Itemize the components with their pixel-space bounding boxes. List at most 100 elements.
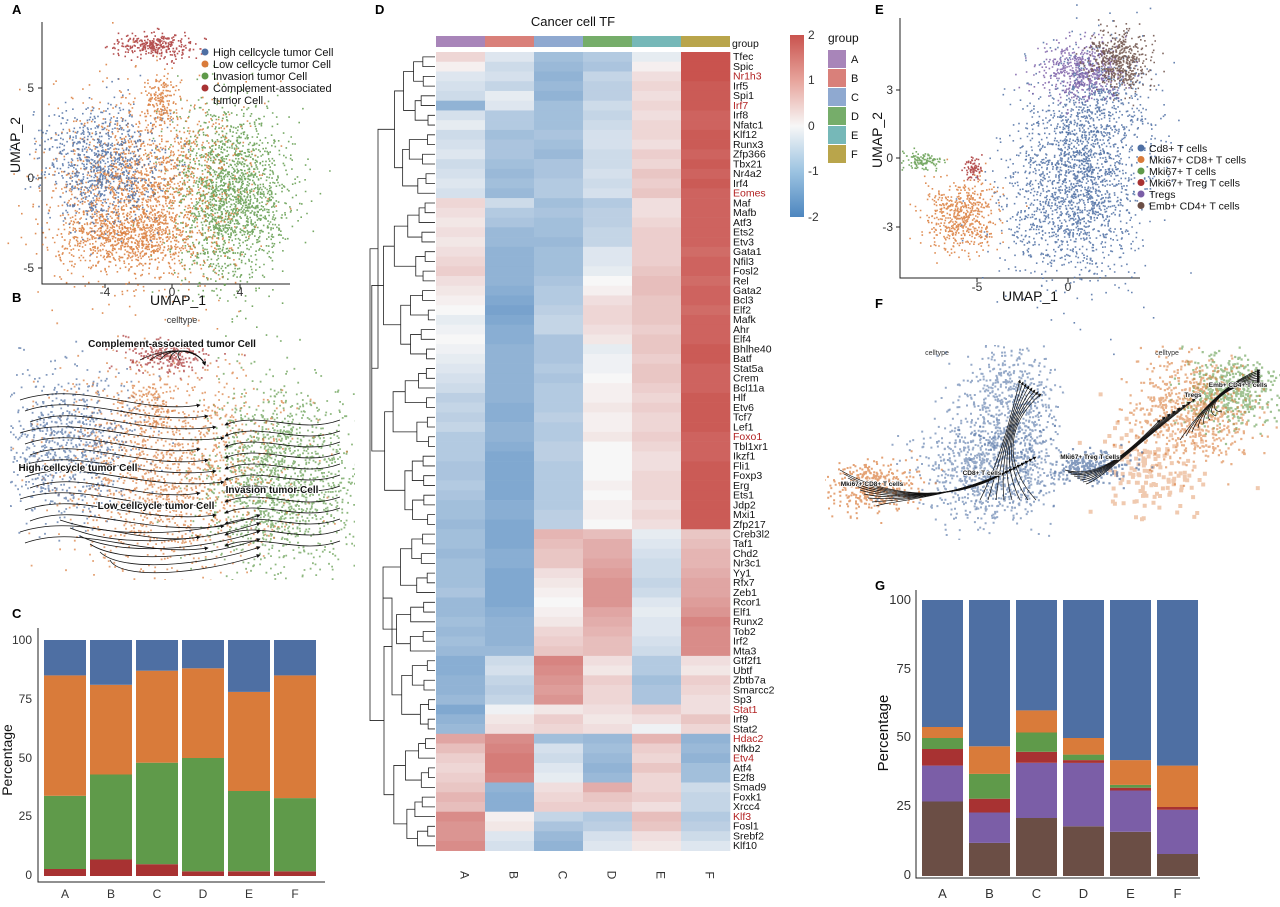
velocity-stream xyxy=(995,383,1027,501)
cell-Tfec-D xyxy=(583,52,633,63)
cell-Srebf2-C xyxy=(534,831,584,842)
f-annotation-emb-cd4: Emb+ CD4+ T cells xyxy=(1209,382,1268,389)
cell-Fosl1-C xyxy=(534,821,584,832)
cell-Jdp2-E xyxy=(632,500,682,511)
d-color-scale: 2 1 0 -1 -2 xyxy=(790,28,819,224)
cell-Mafk-F xyxy=(681,314,731,326)
xtick-A: A xyxy=(61,887,69,901)
f-left-title: celltype xyxy=(925,350,949,357)
cell-Creb3l2-F xyxy=(681,529,731,540)
cell-Tfec-B xyxy=(485,52,535,63)
cell-Chd2-E xyxy=(632,548,682,559)
cell-Spic-C xyxy=(534,61,584,72)
gene-label-Maf: Maf xyxy=(733,197,751,209)
bar-segment-A-2 xyxy=(922,749,963,766)
panel-f-right-points xyxy=(1050,345,1280,522)
cell-Irf9-A xyxy=(436,714,486,725)
d-column-labels: A B C D E F xyxy=(458,871,717,880)
cell-Fosl2-F xyxy=(681,266,731,277)
gene-label-Tcf7: Tcf7 xyxy=(733,412,752,424)
velocity-stream xyxy=(1070,413,1171,476)
panel-b: B celltype Complement-associated tumor C… xyxy=(10,290,355,580)
cell-Yy1-C xyxy=(534,568,584,579)
gene-label-Etv6: Etv6 xyxy=(733,402,754,414)
cell-Nfil3-A xyxy=(436,256,486,267)
bar-segment-F-2 xyxy=(274,675,316,799)
cell-Etv3-D xyxy=(583,237,633,248)
cell-Irf8-C xyxy=(534,110,584,121)
gene-label-Tbx21: Tbx21 xyxy=(733,158,762,170)
cell-Eomes-E xyxy=(632,188,682,199)
bar-segment-E-1 xyxy=(1110,790,1151,832)
col-label-E: E xyxy=(654,871,668,879)
velocity-stream xyxy=(1006,387,1033,501)
legend-dot xyxy=(201,48,209,56)
gene-label-Tfec: Tfec xyxy=(733,51,753,63)
cell-Elf4-F xyxy=(681,334,731,345)
a-legend-1: Low cellcycle tumor Cell xyxy=(213,59,331,71)
emb-cd4-cells xyxy=(1169,345,1280,446)
cell-Smarcc2-E xyxy=(632,685,682,696)
cell-Zfp366-E xyxy=(632,149,682,160)
velocity-stream xyxy=(1010,391,1039,501)
d-scale-2: 2 xyxy=(808,28,815,42)
gene-label-Smarcc2: Smarcc2 xyxy=(733,684,775,696)
col-label-B: B xyxy=(507,871,521,879)
panel-f-right-streams xyxy=(1064,369,1261,485)
gene-label-Eomes: Eomes xyxy=(733,188,766,200)
velocity-stream xyxy=(24,437,201,452)
cell-Erg-B xyxy=(485,480,535,491)
low-cellcycle-cluster xyxy=(140,67,182,127)
cell-Ikzf1-C xyxy=(534,451,584,462)
cell-Eomes-D xyxy=(583,188,633,199)
bar-segment-D-3 xyxy=(182,640,224,669)
cell-Fli1-B xyxy=(485,461,535,472)
cell-Etv6-D xyxy=(583,402,633,413)
cell-Runx2-C xyxy=(534,616,584,627)
cell-Stat2-C xyxy=(534,724,584,735)
cell-Rcor1-F xyxy=(681,597,731,608)
velocity-stream xyxy=(1082,401,1191,483)
cell-Bhlhe40-A xyxy=(436,344,486,355)
panel-a-umap-points xyxy=(7,22,331,337)
cell-Etv4-A xyxy=(436,753,486,764)
cell-Tob2-E xyxy=(632,626,682,637)
panel-a: A -4 0 4 5 0 -5 UMAP_1 UMAP_2 High cellc… xyxy=(7,2,333,337)
velocity-stream xyxy=(224,507,341,514)
cell-Maf-F xyxy=(681,198,731,209)
gene-label-Chd2: Chd2 xyxy=(733,548,758,560)
cell-Creb3l2-A xyxy=(436,529,486,540)
cell-Nfil3-B xyxy=(485,256,535,267)
cell-Crem-F xyxy=(681,373,731,384)
gene-label-Mafb: Mafb xyxy=(733,207,757,219)
velocity-stream xyxy=(224,540,341,547)
gene-label-Zbtb7a: Zbtb7a xyxy=(733,675,766,687)
cell-Sp3-A xyxy=(436,694,486,705)
bar-segment-D-1 xyxy=(182,758,224,872)
cell-Srebf2-F xyxy=(681,831,731,842)
cell-Runx2-E xyxy=(632,616,682,627)
gene-label-Yy1: Yy1 xyxy=(733,568,751,580)
cell-Smarcc2-A xyxy=(436,685,486,696)
cell-Gtf2f1-D xyxy=(583,655,633,666)
cell-Zfp217-C xyxy=(534,519,584,530)
legend-dot xyxy=(1137,190,1145,198)
cell-Etv4-D xyxy=(583,753,633,764)
gene-label-Fosl2: Fosl2 xyxy=(733,266,759,278)
bar-segment-B-3 xyxy=(969,773,1010,799)
complement-cells xyxy=(98,334,246,380)
velocity-stream xyxy=(224,485,341,492)
cell-Batf-F xyxy=(681,353,731,364)
cell-Ahr-D xyxy=(583,324,633,335)
gene-label-Bcl11a: Bcl11a xyxy=(733,382,764,394)
cell-Gtf2f1-E xyxy=(632,655,682,666)
cell-Taf1-F xyxy=(681,539,731,550)
cell-Elf4-E xyxy=(632,334,682,345)
cell-Etv3-B xyxy=(485,237,535,248)
cell-Rfx7-B xyxy=(485,577,535,588)
group-bar-B xyxy=(485,36,534,47)
cell-Klf10-F xyxy=(681,840,731,851)
cell-Irf8-F xyxy=(681,110,731,121)
cell-Yy1-A xyxy=(436,568,486,579)
cell-Hlf-E xyxy=(632,392,682,403)
